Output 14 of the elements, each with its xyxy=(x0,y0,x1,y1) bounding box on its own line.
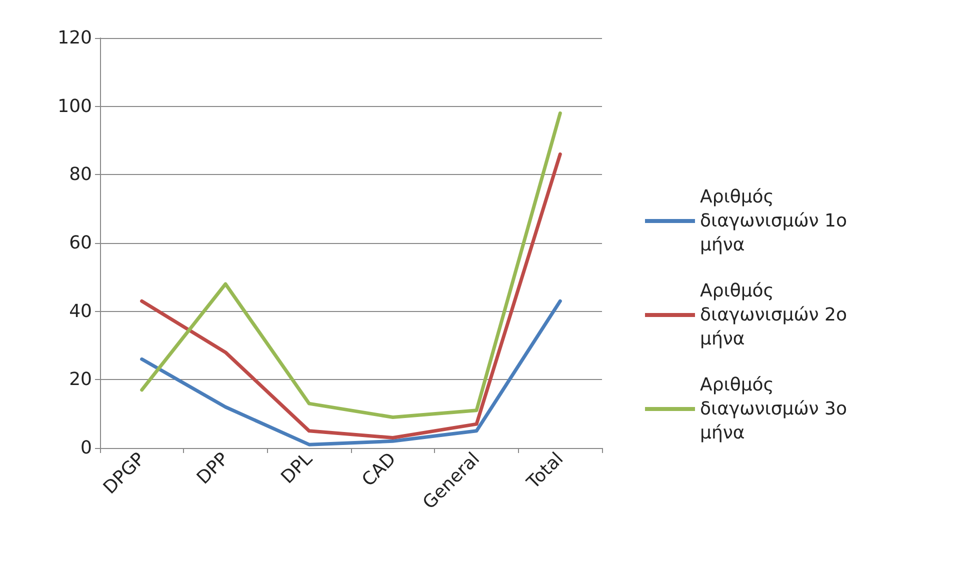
legend-label: Αριθμός διαγωνισμών 3ο μήνα xyxy=(700,374,853,444)
line-series xyxy=(140,299,562,446)
line-series xyxy=(140,152,562,440)
line-series xyxy=(140,111,562,419)
legend-label: Αριθμός διαγωνισμών 1ο μήνα xyxy=(700,186,853,256)
y-tick-label: 60 xyxy=(69,232,92,254)
y-tick-label: 20 xyxy=(69,369,92,390)
legend-label: Αριθμός διαγωνισμών 2ο μήνα xyxy=(700,280,853,350)
y-tick-label: 40 xyxy=(69,300,92,322)
y-tick-label: 80 xyxy=(69,164,92,186)
y-tick-label: 120 xyxy=(58,28,92,48)
x-tick-label: DPL xyxy=(277,448,317,488)
y-tick-label: 100 xyxy=(58,96,92,117)
y-tick-label: 0 xyxy=(80,438,92,458)
